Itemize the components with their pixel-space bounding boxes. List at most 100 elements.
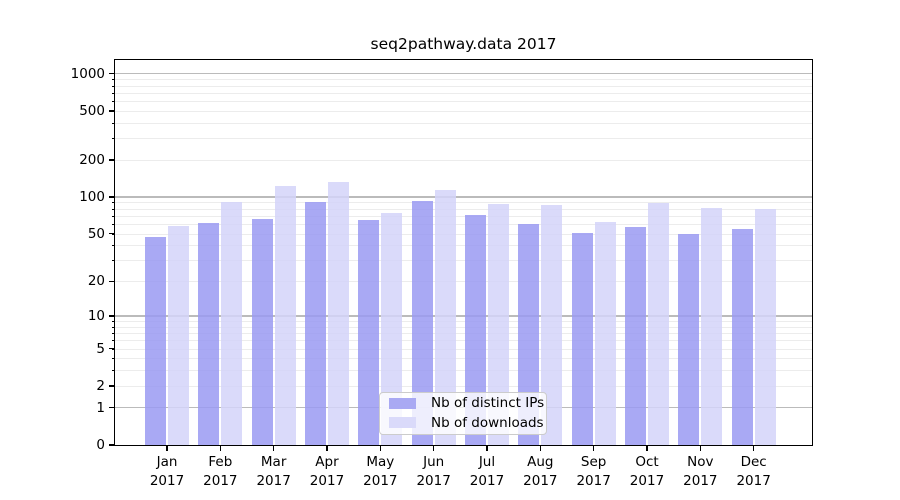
gridline-minor-600 xyxy=(115,100,812,102)
gridline-minor-90 xyxy=(115,202,812,204)
x-tick-label-aug: Aug 2017 xyxy=(508,453,572,491)
bar-nov-distinct-ips xyxy=(678,233,700,445)
bar-oct-distinct-ips xyxy=(624,226,646,445)
x-label-month: May xyxy=(366,454,395,470)
x-label-year: 2017 xyxy=(416,473,451,489)
x-label-year: 2017 xyxy=(149,473,185,489)
gridline-minor-7 xyxy=(115,333,812,335)
gridline-major-100 xyxy=(115,196,812,198)
y-tick-label-10: 10 xyxy=(87,308,105,325)
gridline-minor-80 xyxy=(115,208,812,210)
y-minor-tick-40 xyxy=(112,245,115,247)
x-tick-label-nov: Nov 2017 xyxy=(668,453,732,491)
bar-feb-distinct-ips xyxy=(198,223,220,445)
x-tick-feb xyxy=(219,445,222,451)
x-tick-label-dec: Dec 2017 xyxy=(722,453,786,491)
x-tick-apr xyxy=(326,445,328,451)
gridline-minor-20 xyxy=(115,281,812,283)
legend-label-distinct-ips: Nb of distinct IPs xyxy=(431,395,545,412)
x-label-month: Jun xyxy=(423,454,445,470)
x-tick-label-jan: Jan 2017 xyxy=(135,453,199,491)
x-label-month: Sep xyxy=(580,454,607,470)
legend-label-downloads: Nb of downloads xyxy=(431,414,544,431)
gridline-minor-500 xyxy=(115,110,812,112)
y-minor-tick-4 xyxy=(112,358,115,360)
x-tick-label-may: May 2017 xyxy=(348,453,412,491)
y-minor-tick-70 xyxy=(112,215,115,217)
x-label-month: Jan xyxy=(156,454,178,470)
x-tick-label-feb: Feb 2017 xyxy=(188,453,252,491)
x-label-year: 2017 xyxy=(629,473,665,489)
gridline-minor-8 xyxy=(115,326,812,328)
gridline-minor-9 xyxy=(115,321,812,323)
y-tick-label-2: 2 xyxy=(96,377,105,394)
x-tick-jan xyxy=(166,445,168,451)
y-tick-label-0: 0 xyxy=(96,437,105,453)
gridline-minor-40 xyxy=(115,245,812,247)
y-tick-200 xyxy=(109,159,115,161)
y-minor-tick-7 xyxy=(112,333,115,335)
gridline-minor-60 xyxy=(115,223,812,225)
bar-jun-downloads xyxy=(434,190,456,445)
x-label-year: 2017 xyxy=(256,473,291,489)
legend-swatch-distinct-ips-icon xyxy=(389,397,416,409)
x-label-month: Dec xyxy=(740,454,767,470)
bar-aug-downloads xyxy=(541,204,563,445)
gridline-minor-4 xyxy=(115,358,812,360)
gridline-minor-900 xyxy=(115,79,812,81)
bar-may-downloads xyxy=(381,212,403,445)
bar-jul-downloads xyxy=(487,203,509,445)
bar-jul-distinct-ips xyxy=(464,215,486,445)
x-label-year: 2017 xyxy=(523,473,558,489)
x-tick-sep xyxy=(592,445,595,451)
gridline-minor-2 xyxy=(115,385,812,387)
y-minor-tick-8 xyxy=(112,326,115,328)
legend: Nb of distinct IPs Nb of downloads xyxy=(379,391,547,435)
y-minor-tick-90 xyxy=(112,202,115,204)
x-tick-jun xyxy=(432,445,435,451)
bar-sep-downloads xyxy=(594,222,616,445)
bar-oct-downloads xyxy=(647,203,669,445)
bar-dec-downloads xyxy=(754,208,776,445)
bar-feb-downloads xyxy=(221,202,243,445)
x-label-year: 2017 xyxy=(576,473,611,489)
y-tick-label-100: 100 xyxy=(79,188,105,205)
x-tick-label-mar: Mar 2017 xyxy=(242,453,306,491)
bars-layer xyxy=(115,60,812,445)
gridline-minor-300 xyxy=(115,138,812,140)
y-tick-label-1000: 1000 xyxy=(70,65,105,82)
bar-apr-distinct-ips xyxy=(304,201,326,445)
x-tick-label-jul: Jul 2017 xyxy=(455,453,519,491)
x-label-month: Mar xyxy=(260,454,287,470)
x-label-year: 2017 xyxy=(683,473,718,489)
bar-may-distinct-ips xyxy=(358,219,380,445)
y-minor-tick-6 xyxy=(112,340,115,342)
x-label-month: Aug xyxy=(527,454,554,470)
gridline-major-1000 xyxy=(115,72,812,75)
plot-area: Nb of distinct IPs Nb of downloads xyxy=(114,59,813,446)
x-tick-aug xyxy=(539,445,542,451)
bar-jan-downloads xyxy=(168,225,189,445)
bar-jan-distinct-ips xyxy=(145,236,166,445)
x-tick-label-oct: Oct 2017 xyxy=(615,453,679,491)
y-tick-label-1: 1 xyxy=(96,399,105,416)
x-label-month: Jul xyxy=(478,454,496,470)
y-minor-tick-80 xyxy=(112,208,115,210)
legend-swatch-downloads-icon xyxy=(389,417,416,429)
y-tick-label-200: 200 xyxy=(79,151,105,168)
x-label-month: Feb xyxy=(208,454,233,470)
legend-item-downloads: Nb of downloads xyxy=(380,414,546,431)
y-tick-50 xyxy=(109,232,115,235)
y-minor-tick-800 xyxy=(112,85,115,87)
x-label-year: 2017 xyxy=(736,473,771,489)
x-tick-may xyxy=(379,445,382,451)
legend-item-distinct-ips: Nb of distinct IPs xyxy=(380,395,546,412)
x-tick-dec xyxy=(752,445,755,451)
gridline-minor-30 xyxy=(115,260,812,262)
y-tick-label-5: 5 xyxy=(96,340,105,357)
x-tick-oct xyxy=(646,445,648,451)
x-label-month: Oct xyxy=(635,454,659,470)
gridline-minor-200 xyxy=(115,159,812,161)
x-label-month: Nov xyxy=(687,454,714,470)
bar-sep-distinct-ips xyxy=(571,232,593,445)
